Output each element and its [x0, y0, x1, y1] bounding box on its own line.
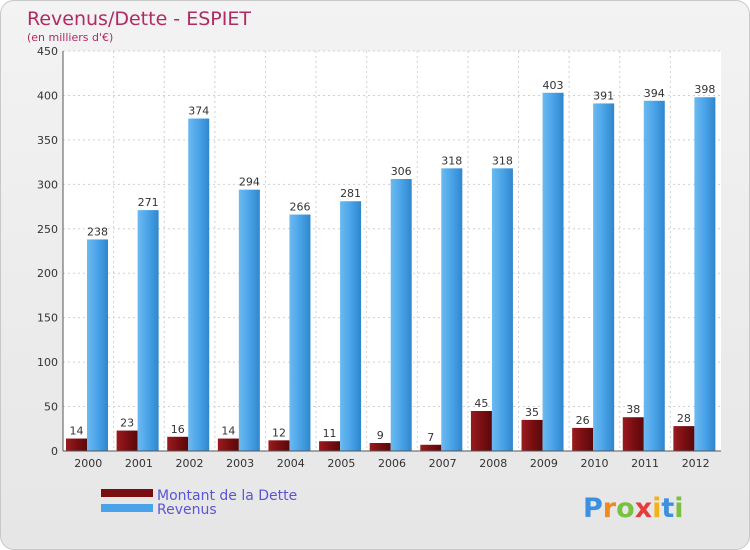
y-tick-label: 250	[37, 223, 58, 236]
data-label-debt-2005: 11	[323, 427, 337, 440]
x-tick-label-2004: 2004	[277, 457, 305, 470]
x-tick-label-2007: 2007	[429, 457, 457, 470]
legend-label-revenue: Revenus	[157, 502, 217, 518]
data-label-debt-2011: 38	[626, 403, 640, 416]
logo-letter: t	[661, 493, 674, 524]
bar-revenue-2000	[87, 239, 108, 451]
bar-revenue-2004	[289, 214, 311, 451]
legend-swatch-revenue	[101, 504, 153, 512]
bar-revenue-2006	[390, 179, 412, 451]
logo-letter: i	[674, 493, 683, 524]
data-label-revenue-2004: 266	[289, 201, 310, 214]
data-label-revenue-2006: 306	[391, 165, 412, 178]
data-label-revenue-2003: 294	[239, 176, 260, 189]
logo-letter: o	[616, 493, 635, 524]
data-label-revenue-2010: 391	[593, 89, 614, 102]
x-tick-label-2003: 2003	[226, 457, 254, 470]
y-tick-label: 0	[51, 445, 58, 458]
data-label-debt-2000: 14	[70, 425, 84, 438]
data-label-revenue-2008: 318	[492, 154, 513, 167]
data-label-revenue-2012: 398	[694, 83, 715, 96]
data-label-debt-2003: 14	[221, 425, 235, 438]
y-tick-label: 400	[37, 89, 58, 102]
y-tick-label: 50	[44, 401, 58, 414]
chart-title: Revenus/Dette - ESPIET	[27, 8, 251, 30]
x-tick-label-2011: 2011	[631, 457, 659, 470]
data-label-revenue-2011: 394	[644, 87, 665, 100]
legend-swatch-debt	[101, 489, 153, 497]
bar-debt-2004	[268, 440, 290, 451]
data-label-debt-2006: 9	[377, 429, 384, 442]
x-tick-label-2005: 2005	[327, 457, 355, 470]
x-tick-label-2001: 2001	[125, 457, 153, 470]
x-tick-label-2000: 2000	[74, 457, 102, 470]
data-label-revenue-2000: 238	[87, 225, 108, 238]
bar-debt-2005	[319, 441, 341, 451]
bar-revenue-2002	[188, 118, 210, 452]
y-tick-label: 450	[37, 45, 58, 58]
bar-revenue-2012	[694, 97, 716, 451]
logo-letter: r	[603, 493, 617, 524]
y-tick-label: 150	[37, 312, 58, 325]
data-label-debt-2004: 12	[272, 426, 286, 439]
x-tick-label-2002: 2002	[176, 457, 204, 470]
bar-revenue-2001	[137, 210, 159, 451]
y-tick-label: 350	[37, 134, 58, 147]
proxiti-logo: Proxiti	[583, 493, 684, 524]
logo-letter: x	[635, 493, 652, 524]
chart-subtitle: (en milliers d'€)	[27, 31, 113, 44]
bar-revenue-2010	[593, 103, 615, 451]
bar-debt-2003	[217, 438, 239, 451]
bar-debt-2000	[66, 438, 87, 451]
bar-revenue-2005	[340, 201, 362, 451]
data-label-debt-2002: 16	[171, 423, 185, 436]
bar-debt-2011	[622, 417, 644, 451]
bar-revenue-2008	[491, 168, 513, 452]
legend: Montant de la Dette Revenus	[101, 488, 297, 518]
x-tick-label-2006: 2006	[378, 457, 406, 470]
bar-debt-2010	[572, 427, 594, 451]
data-label-debt-2008: 45	[474, 397, 488, 410]
logo-letter: i	[652, 493, 661, 524]
data-label-revenue-2001: 271	[138, 196, 159, 209]
y-tick-label: 200	[37, 267, 58, 280]
data-label-debt-2010: 26	[576, 414, 590, 427]
data-label-revenue-2005: 281	[340, 187, 361, 200]
bar-debt-2007	[420, 444, 442, 451]
bar-debt-2002	[167, 436, 189, 451]
bars: 14 238 23 271 16 374 14 294 12 266 11 281 9 306 7 318 45…	[66, 79, 716, 452]
x-tick-label-2009: 2009	[530, 457, 558, 470]
x-tick-label-2012: 2012	[682, 457, 710, 470]
logo-letter: P	[583, 493, 603, 524]
x-tick-label-2010: 2010	[580, 457, 608, 470]
data-label-debt-2001: 23	[120, 417, 134, 430]
legend-label-debt: Montant de la Dette	[157, 488, 297, 504]
bar-debt-2008	[470, 411, 492, 451]
data-label-revenue-2009: 403	[543, 79, 564, 92]
bar-debt-2009	[521, 419, 543, 451]
bar-debt-2012	[673, 426, 695, 451]
axes: 0 50 100 150 200 250 300 350 400 450 2000 2001 2002 2…	[37, 45, 721, 470]
y-tick-label: 100	[37, 356, 58, 369]
bar-debt-2001	[116, 430, 138, 451]
data-label-debt-2009: 35	[525, 406, 539, 419]
y-tick-label: 300	[37, 178, 58, 191]
data-label-debt-2012: 28	[677, 412, 691, 425]
bar-revenue-2009	[542, 92, 564, 452]
data-label-revenue-2002: 374	[188, 105, 209, 118]
bar-revenue-2003	[238, 189, 260, 451]
bar-debt-2006	[369, 443, 391, 451]
data-label-debt-2007: 7	[427, 431, 434, 444]
x-tick-label-2008: 2008	[479, 457, 507, 470]
bar-revenue-2007	[441, 168, 463, 452]
bar-revenue-2011	[643, 100, 665, 452]
data-label-revenue-2007: 318	[441, 154, 462, 167]
